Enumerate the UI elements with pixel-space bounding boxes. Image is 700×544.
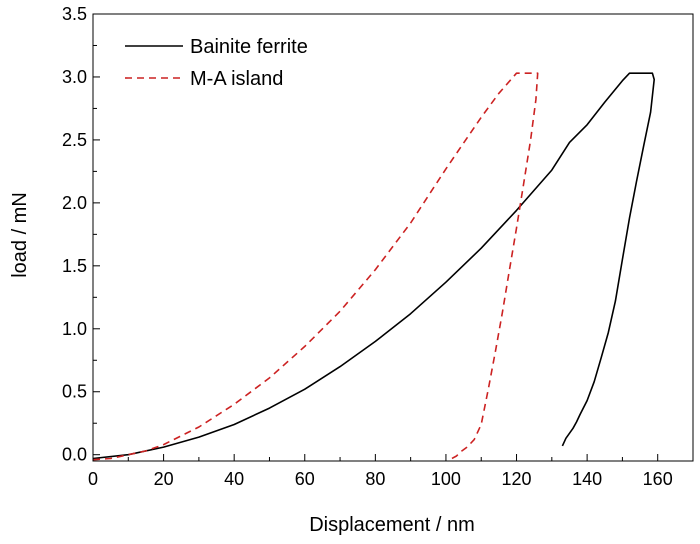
series-line-2 (92, 72, 539, 461)
x-tick-label: 100 (431, 469, 461, 489)
y-tick-label: 0.0 (62, 445, 87, 465)
y-tick-label: 1.5 (62, 256, 87, 276)
y-axis-label: load / mN (9, 192, 31, 278)
y-tick-label: 2.5 (62, 130, 87, 150)
x-tick-label: 80 (365, 469, 385, 489)
x-tick-label: 160 (643, 469, 673, 489)
y-tick-label: 0.5 (62, 382, 87, 402)
x-axis-label: Displacement / nm (309, 514, 475, 536)
y-tick-label: 1.0 (62, 319, 87, 339)
legend: Bainite ferrite M-A island (125, 36, 308, 90)
plot-frame (92, 13, 694, 462)
legend-label-2: M-A island (190, 68, 283, 90)
legend-label-1: Bainite ferrite (190, 36, 308, 58)
x-tick-label: 60 (295, 469, 315, 489)
ticks-layer: 0 20 40 60 80 100 120 140 160 0.0 0.5 1.0 1.5 2.0 2.5 3… (62, 4, 673, 489)
y-tick-label: 3.5 (62, 4, 87, 24)
x-tick-label: 120 (502, 469, 532, 489)
x-tick-label: 40 (224, 469, 244, 489)
y-tick-label: 2.0 (62, 193, 87, 213)
y-tick-label: 3.0 (62, 67, 87, 87)
plot-area (92, 13, 694, 462)
x-tick-label: 140 (572, 469, 602, 489)
series-layer (92, 72, 655, 461)
x-tick-label: 20 (154, 469, 174, 489)
x-tick-label: 0 (88, 469, 98, 489)
series-line-1 (92, 72, 655, 460)
